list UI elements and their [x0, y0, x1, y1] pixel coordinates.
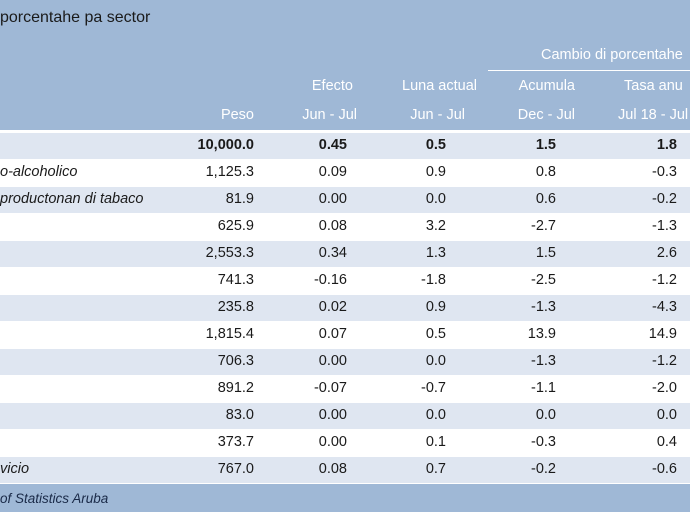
header-tasa-period: Jul 18 - Jul — [618, 107, 689, 123]
cell-acumula: 0.6 — [535, 191, 556, 207]
cell-peso: 767.0 — [217, 461, 254, 477]
cell-luna: 0.0 — [425, 353, 446, 369]
cell-acumula: -1.3 — [531, 299, 556, 315]
cell-tasa: 0.0 — [656, 407, 677, 423]
cell-luna: 1.3 — [425, 245, 446, 261]
table-row: 706.3 0.00 0.0 -1.3 -1.2 — [0, 349, 690, 375]
cell-acumula: -2.7 — [531, 218, 556, 234]
cell-luna: 0.7 — [425, 461, 446, 477]
cell-efecto: 0.07 — [318, 326, 347, 342]
cell-tasa: -4.3 — [652, 299, 677, 315]
cell-luna: 0.1 — [425, 434, 446, 450]
cell-efecto: -0.07 — [313, 380, 347, 396]
cell-acumula: 0.0 — [535, 407, 556, 423]
total-acumula: 1.5 — [535, 137, 556, 153]
cell-peso: 891.2 — [217, 380, 254, 396]
cell-efecto: 0.00 — [318, 353, 347, 369]
cell-luna: 3.2 — [425, 218, 446, 234]
table-title: porcentahe pa sector — [0, 9, 151, 26]
cell-acumula: -2.5 — [531, 272, 556, 288]
cell-tasa: 2.6 — [656, 245, 677, 261]
row-label: vicio — [0, 461, 30, 477]
cell-acumula: -0.3 — [531, 434, 556, 450]
cell-luna: 0.9 — [425, 299, 446, 315]
cell-acumula: -0.2 — [531, 461, 556, 477]
table-row: 625.9 0.08 3.2 -2.7 -1.3 — [0, 214, 690, 240]
cell-tasa: -1.2 — [652, 272, 677, 288]
cell-acumula: 13.9 — [527, 326, 556, 342]
table-header: Cambio di porcentahe Efecto Luna actual … — [0, 38, 690, 130]
header-group-label: Cambio di porcentahe — [541, 47, 683, 63]
table-row: 2,553.3 0.34 1.3 1.5 2.6 — [0, 241, 690, 267]
cell-efecto: 0.09 — [318, 164, 347, 180]
cell-luna: 0.5 — [425, 326, 446, 342]
table-row: vicio 767.0 0.08 0.7 -0.2 -0.6 — [0, 457, 690, 483]
header-luna-actual: Luna actual — [402, 78, 477, 94]
table-row-total: 10,000.0 0.45 0.5 1.5 1.8 — [0, 133, 690, 160]
header-efecto: Efecto — [311, 78, 353, 94]
cell-acumula: -1.1 — [531, 380, 556, 396]
cell-peso: 741.3 — [217, 272, 254, 288]
cell-tasa: -0.6 — [652, 461, 677, 477]
cell-efecto: 0.00 — [318, 434, 347, 450]
cell-acumula: 1.5 — [535, 245, 556, 261]
table-footer: of Statistics Aruba — [0, 484, 690, 512]
cell-peso: 1,125.3 — [205, 164, 254, 180]
header-divider — [488, 70, 690, 71]
cell-peso: 83.0 — [225, 407, 254, 423]
total-tasa: 1.8 — [656, 137, 677, 153]
header-luna-period: Jun - Jul — [410, 107, 465, 123]
row-label: o-alcoholico — [0, 164, 78, 180]
table-row: o-alcoholico 1,125.3 0.09 0.9 0.8 -0.3 — [0, 160, 690, 186]
cell-tasa: -1.3 — [652, 218, 677, 234]
header-efecto-period: Jun - Jul — [302, 107, 357, 123]
cell-luna: 0.9 — [425, 164, 446, 180]
total-efecto: 0.45 — [318, 137, 347, 153]
cell-peso: 625.9 — [217, 218, 254, 234]
header-acumula: Acumula — [518, 78, 575, 94]
cell-luna: 0.0 — [425, 191, 446, 207]
cell-acumula: -1.3 — [531, 353, 556, 369]
source-note: of Statistics Aruba — [0, 491, 109, 506]
table-row: 1,815.4 0.07 0.5 13.9 14.9 — [0, 322, 690, 348]
row-label: productonan di tabaco — [0, 191, 144, 207]
cell-tasa: 0.4 — [656, 434, 677, 450]
cell-tasa: -0.2 — [652, 191, 677, 207]
total-luna: 0.5 — [425, 137, 446, 153]
cell-tasa: -0.3 — [652, 164, 677, 180]
table-row: 891.2 -0.07 -0.7 -1.1 -2.0 — [0, 376, 690, 402]
cell-luna: -1.8 — [421, 272, 446, 288]
cell-peso: 235.8 — [217, 299, 254, 315]
cell-peso: 2,553.3 — [205, 245, 254, 261]
cell-tasa: -2.0 — [652, 380, 677, 396]
table-row: 83.0 0.00 0.0 0.0 0.0 — [0, 403, 690, 429]
header-tasa: Tasa anu — [624, 78, 683, 94]
table-row: productonan di tabaco 81.9 0.00 0.0 0.6 … — [0, 187, 690, 213]
cell-efecto: 0.02 — [318, 299, 347, 315]
cell-luna: 0.0 — [425, 407, 446, 423]
table-row: 235.8 0.02 0.9 -1.3 -4.3 — [0, 295, 690, 321]
header-peso: Peso — [220, 107, 254, 123]
cell-peso: 706.3 — [217, 353, 254, 369]
cell-efecto: 0.00 — [318, 407, 347, 423]
cell-tasa: 14.9 — [648, 326, 677, 342]
title-bar: porcentahe pa sector — [0, 0, 690, 38]
cell-peso: 1,815.4 — [205, 326, 254, 342]
cell-efecto: 0.08 — [318, 218, 347, 234]
cell-acumula: 0.8 — [535, 164, 556, 180]
cell-peso: 81.9 — [225, 191, 254, 207]
cell-luna: -0.7 — [421, 380, 446, 396]
cell-efecto: 0.34 — [318, 245, 347, 261]
table-row: 373.7 0.00 0.1 -0.3 0.4 — [0, 430, 690, 456]
cell-efecto: 0.00 — [318, 191, 347, 207]
header-acumula-period: Dec - Jul — [517, 107, 575, 123]
cell-tasa: -1.2 — [652, 353, 677, 369]
total-peso: 10,000.0 — [197, 137, 254, 153]
cell-efecto: 0.08 — [318, 461, 347, 477]
cell-efecto: -0.16 — [313, 272, 347, 288]
cell-peso: 373.7 — [217, 434, 254, 450]
table-row: 741.3 -0.16 -1.8 -2.5 -1.2 — [0, 268, 690, 294]
